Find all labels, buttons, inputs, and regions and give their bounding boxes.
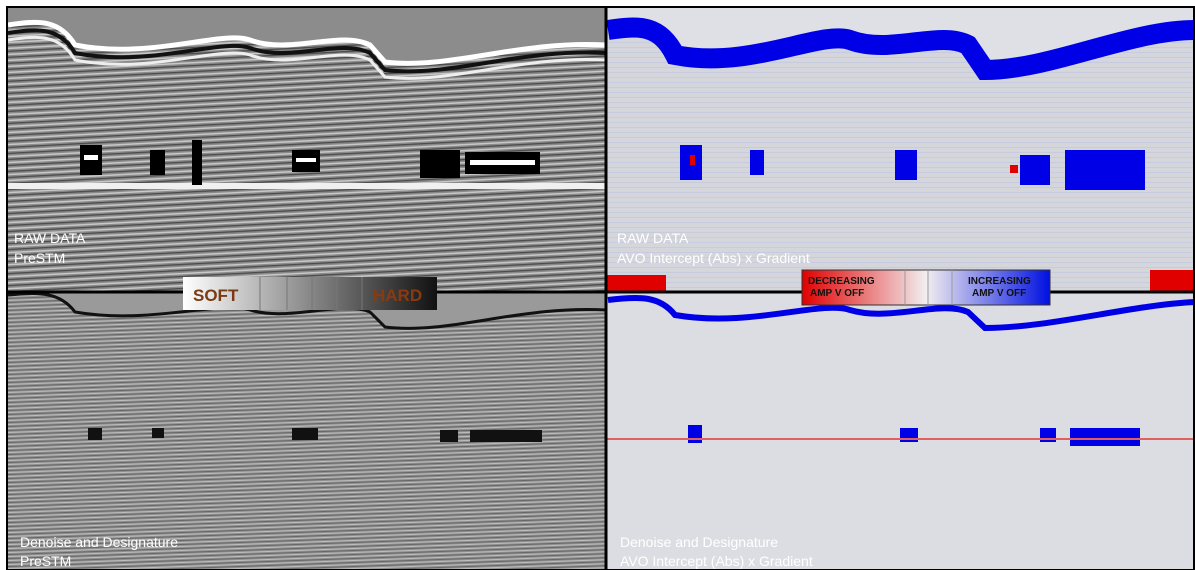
panel-title: Denoise and Designature xyxy=(20,534,178,550)
panel-title: RAW DATA xyxy=(617,230,689,246)
figure: SOFT HARD DECREASING AMP V OFF INCREASIN… xyxy=(0,0,1195,570)
panel-title: Denoise and Designature xyxy=(620,534,778,550)
hard-label: HARD xyxy=(373,286,422,305)
avo-increasing: INCREASING xyxy=(968,276,1031,287)
panel-subtitle: PreSTM xyxy=(14,250,65,266)
reflector xyxy=(8,183,606,189)
avo-increasing: AMP V OFF xyxy=(972,288,1026,299)
panel-subtitle: PreSTM xyxy=(20,553,71,569)
panel-subtitle: AVO Intercept (Abs) x Gradient xyxy=(620,553,813,569)
soft-label: SOFT xyxy=(193,286,239,305)
avo-decreasing: DECREASING xyxy=(808,276,875,287)
reflector xyxy=(606,438,1195,440)
avo-decreasing: AMP V OFF xyxy=(810,288,864,299)
panel-subtitle: AVO Intercept (Abs) x Gradient xyxy=(617,250,810,266)
panel-title: RAW DATA xyxy=(14,230,86,246)
